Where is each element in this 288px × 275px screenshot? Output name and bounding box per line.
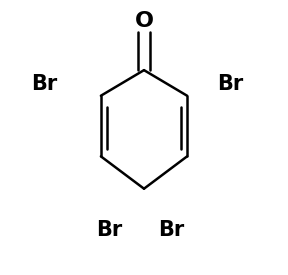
Text: O: O bbox=[134, 11, 154, 31]
Text: Br: Br bbox=[96, 221, 122, 240]
Text: Br: Br bbox=[217, 74, 243, 94]
Text: Br: Br bbox=[31, 74, 57, 94]
Text: Br: Br bbox=[158, 221, 184, 240]
